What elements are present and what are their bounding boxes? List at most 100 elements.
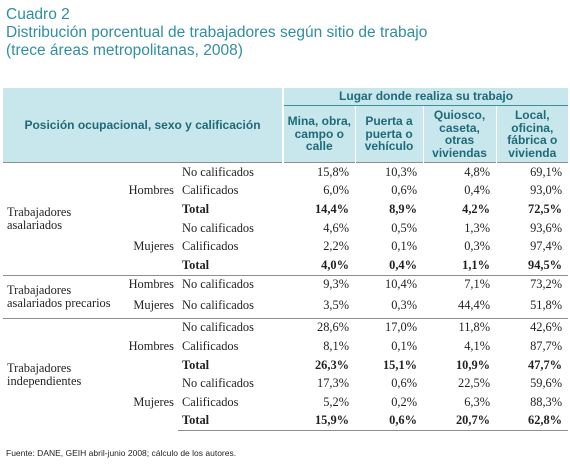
table-row: Mujeres No calificados 17,3% 0,6% 22,5% …: [3, 374, 568, 409]
row-label: No calificados: [182, 298, 254, 313]
table-row-total: Total 15,9% 0,6% 20,7% 62,8%: [3, 411, 569, 432]
cell-value: 8,1%: [323, 339, 350, 354]
cell-value: 11,8%: [423, 317, 497, 338]
table-number: Cuadro 2: [6, 6, 70, 23]
table-row: Trabajadores asalariados precarios Hombr…: [3, 274, 569, 319]
cell-value: 93,6%: [530, 220, 563, 235]
row-label: Calificados: [182, 394, 239, 409]
column-header-mina: Mina, obra, campo o calle: [283, 105, 356, 163]
cell-value: 88,3%: [530, 394, 563, 409]
data-table: Posición ocupacional, sexo y calificació…: [3, 88, 569, 432]
cell-value: 4,1%: [464, 339, 491, 354]
cell-value: 69,1%: [496, 161, 569, 182]
column-header-puerta: Puerta a puerta o vehículo: [355, 105, 424, 163]
cell-value: 0,6%: [391, 183, 418, 198]
cell-value: 17,3%: [317, 376, 350, 391]
table-title: Distribución porcentual de trabajadores …: [6, 24, 428, 41]
cell-value: 28,6%: [283, 317, 356, 338]
sex-label: Mujeres: [133, 395, 174, 410]
row-label: Total: [178, 411, 284, 432]
cell-value: 10,3%: [355, 161, 424, 182]
table-row-total: Total 14,4% 8,9% 4,2% 72,5%: [3, 200, 568, 219]
section-label: Trabajadores asalariados precarios: [3, 274, 118, 319]
cell-value: 0,5%: [391, 220, 418, 235]
cell-value: 72,5%: [528, 201, 563, 216]
cell-value: 62,8%: [496, 411, 569, 432]
cell-value: 22,5%: [458, 376, 491, 391]
row-label: No calificados: [182, 220, 254, 235]
cell-value: 93,0%: [530, 183, 563, 198]
cell-value: 59,6%: [530, 376, 563, 391]
cell-value: 0,3%: [391, 298, 418, 313]
cell-value: 0,6%: [391, 376, 418, 391]
cell-value: 0,3%: [464, 239, 491, 254]
cell-value: 44,4%: [458, 298, 491, 313]
table-caption: Cuadro 2 Distribución porcentual de trab…: [6, 6, 427, 60]
section-label: Trabajadores asalariados: [3, 162, 118, 276]
section-asalariados: Trabajadores asalariados Hombres No cali…: [3, 161, 569, 276]
table-row-total: Total 26,3% 15,1% 10,9% 47,7%: [3, 356, 568, 375]
table-row: Trabajadores asalariados Hombres No cali…: [3, 161, 569, 276]
cell-value: 26,3%: [314, 357, 350, 372]
row-label: Total: [182, 257, 210, 272]
section-independientes: Trabajadores independientes Hombres No c…: [3, 317, 569, 432]
row-label: Calificados: [182, 183, 239, 198]
table-row: Calificados 6,0% 0,6% 0,4% 93,0%: [3, 182, 568, 201]
cell-value: 6,0%: [323, 183, 350, 198]
table-row: Trabajadores independientes Hombres No c…: [3, 317, 569, 431]
cell-value: 17,0%: [355, 317, 424, 338]
row-label: No calificados: [182, 376, 254, 391]
sex-label: Mujeres: [133, 298, 174, 313]
section-precarios: Trabajadores asalariados precarios Hombr…: [3, 274, 569, 319]
row-label: No calificados: [178, 317, 284, 338]
sex-label: Hombres: [118, 274, 178, 295]
row-header: Posición ocupacional, sexo y calificació…: [3, 88, 285, 163]
row-label: Calificados: [182, 339, 239, 354]
cell-value: 10,9%: [455, 357, 491, 372]
column-header-quiosco: Quiosco, caseta, otras viviendas: [423, 105, 497, 163]
row-label: No calificados: [178, 161, 284, 182]
cell-value: 87,7%: [530, 339, 563, 354]
cell-value: 0,1%: [391, 239, 418, 254]
row-label: Calificados: [182, 239, 239, 254]
sex-label: Mujeres: [133, 239, 174, 254]
cell-value: 3,5%: [323, 298, 350, 313]
cell-value: 8,9%: [389, 201, 418, 216]
row-label: Total: [182, 357, 210, 372]
row-label: No calificados: [178, 274, 284, 295]
cell-value: 1,3%: [464, 220, 491, 235]
cell-value: 42,6%: [496, 317, 569, 338]
cell-value: 0,2%: [391, 394, 418, 409]
cell-value: 97,4%: [530, 239, 563, 254]
column-header-local: Local, oficina, fábrica o vivienda: [496, 105, 569, 163]
cell-value: 2,2%: [323, 239, 350, 254]
cell-value: 14,4%: [314, 201, 350, 216]
cell-value: 4,6%: [323, 220, 350, 235]
cell-value: 1,1%: [462, 257, 491, 272]
table-subtitle: (trece áreas metropolitanas, 2008): [6, 42, 243, 59]
cell-value: 15,1%: [382, 357, 418, 372]
cell-value: 20,7%: [423, 411, 497, 432]
cell-value: 0,1%: [391, 339, 418, 354]
cell-value: 15,8%: [283, 161, 356, 182]
cell-value: 47,7%: [528, 357, 563, 372]
table-row: Mujeres No calificados 4,6% 0,5% 1,3% 93…: [3, 219, 568, 252]
cell-value: 0,4%: [389, 257, 418, 272]
group-header: Lugar donde realiza su trabajo: [283, 88, 569, 106]
table-row: Calificados 5,2% 0,2% 6,3% 88,3%: [3, 393, 568, 412]
cell-value: 10,4%: [355, 274, 424, 295]
cell-value: 94,5%: [528, 257, 563, 272]
table-row-total: Total 4,0% 0,4% 1,1% 94,5%: [3, 256, 568, 275]
table-row: Calificados 8,1% 0,1% 4,1% 87,7%: [3, 337, 568, 356]
cell-value: 51,8%: [530, 298, 563, 313]
source-note: Fuente: DANE, GEIH abril-junio 2008; cál…: [6, 448, 237, 458]
cell-value: 4,0%: [321, 257, 350, 272]
cell-value: 4,8%: [423, 161, 497, 182]
sex-label: Hombres: [118, 317, 178, 375]
table-row: Calificados 2,2% 0,1% 0,3% 97,4%: [3, 237, 568, 256]
cell-value: 0,6%: [355, 411, 424, 432]
cell-value: 73,2%: [496, 274, 569, 295]
cell-value: 7,1%: [423, 274, 497, 295]
cell-value: 15,9%: [283, 411, 356, 432]
cell-value: 0,4%: [464, 183, 491, 198]
